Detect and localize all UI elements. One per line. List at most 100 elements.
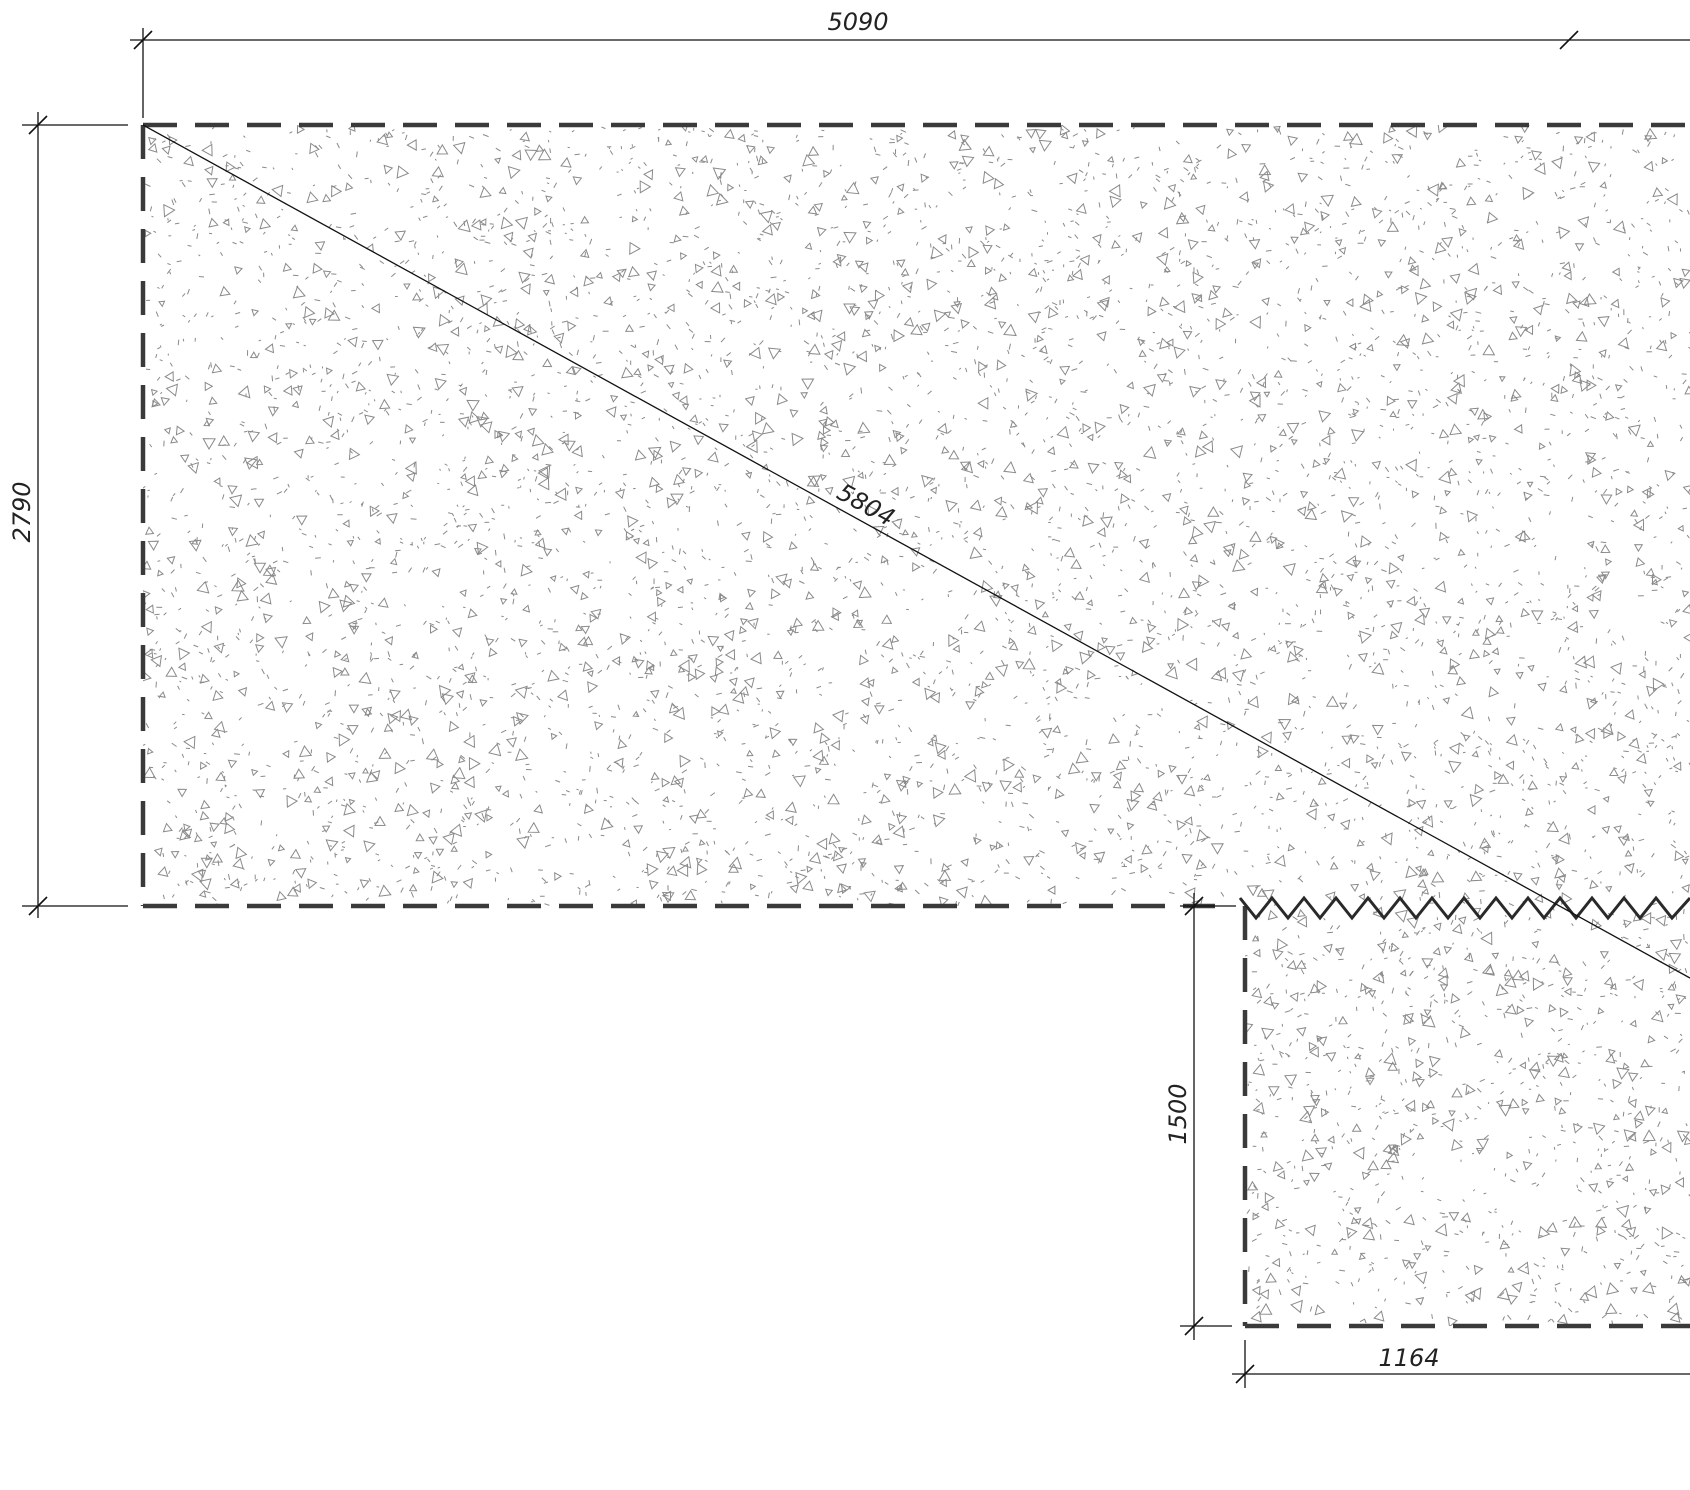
hatch-mark: [900, 446, 908, 455]
hatch-mark: [1318, 410, 1332, 423]
hatch-mark: [1520, 155, 1524, 159]
hatch-mark: [1215, 317, 1227, 331]
hatch-mark: [1073, 577, 1077, 580]
hatch-mark: [1390, 311, 1394, 313]
hatch-mark: [155, 354, 158, 359]
hatch-mark: [1315, 380, 1323, 388]
hatch-mark: [237, 206, 240, 212]
hatch-mark: [1381, 624, 1386, 628]
hatch-mark: [1558, 272, 1561, 275]
hatch-mark: [985, 225, 996, 237]
hatch-mark: [653, 314, 657, 319]
hatch-mark: [798, 655, 803, 659]
hatch-mark: [1600, 541, 1607, 544]
hatch-mark: [204, 381, 214, 392]
hatch-mark: [145, 368, 151, 371]
hatch-mark: [262, 613, 274, 624]
hatch-mark: [264, 423, 268, 430]
hatch-mark: [631, 528, 635, 531]
hatch-mark: [659, 897, 663, 902]
hatch-mark: [800, 569, 804, 575]
hatch-mark: [292, 883, 301, 893]
hatch-mark: [1581, 769, 1583, 772]
hatch-mark: [634, 449, 647, 461]
hatch-mark: [1278, 428, 1287, 437]
hatch-mark: [1104, 645, 1116, 656]
hatch-mark: [1610, 520, 1615, 523]
hatch-mark: [1194, 612, 1199, 617]
hatch-mark: [230, 843, 236, 848]
hatch-mark: [187, 461, 200, 475]
hatch-mark: [1156, 713, 1162, 717]
hatch-mark: [1089, 574, 1093, 580]
hatch-mark: [1329, 553, 1335, 558]
hatch-mark: [978, 536, 982, 541]
hatch-mark: [574, 153, 580, 156]
hatch-mark: [1147, 619, 1152, 624]
hatch-mark: [1414, 613, 1425, 626]
hatch-mark: [834, 577, 838, 582]
hatch-mark: [1414, 639, 1420, 644]
hatch-mark: [1304, 343, 1309, 347]
hatch-mark: [1477, 736, 1483, 741]
hatch-mark: [423, 620, 427, 626]
hatch-mark: [1171, 196, 1175, 203]
hatch-mark: [425, 566, 429, 570]
hatch-mark: [328, 543, 332, 546]
hatch-mark: [1638, 813, 1642, 816]
hatch-mark: [832, 256, 842, 267]
hatch-mark: [1156, 632, 1162, 636]
hatch-mark: [689, 490, 695, 494]
hatch-mark: [251, 555, 256, 558]
hatch-mark: [1379, 804, 1382, 807]
hatch-mark: [1592, 402, 1598, 406]
hatch-mark: [159, 359, 163, 362]
hatch-mark: [339, 417, 342, 422]
hatch-mark: [1531, 806, 1534, 810]
hatch-mark: [547, 392, 550, 395]
hatch-mark: [892, 429, 902, 439]
hatch-mark: [1511, 281, 1520, 289]
hatch-mark: [422, 567, 426, 573]
hatch-mark: [1096, 527, 1106, 538]
hatch-mark: [806, 865, 814, 874]
hatch-mark: [273, 878, 276, 880]
hatch-mark: [651, 520, 655, 525]
hatch-mark: [1032, 774, 1042, 784]
hatch-mark: [476, 302, 488, 316]
hatch-mark: [1358, 893, 1365, 901]
hatch-mark: [1373, 614, 1378, 618]
hatch-mark: [595, 653, 599, 659]
hatch-mark: [933, 309, 947, 323]
hatch-mark: [767, 347, 782, 360]
hatch-mark: [298, 745, 313, 758]
hatch-mark: [1353, 818, 1356, 821]
hatch-mark: [514, 216, 529, 230]
hatch-mark: [947, 864, 952, 868]
hatch-mark: [1497, 492, 1501, 497]
hatch-mark: [1034, 395, 1037, 400]
hatch-mark: [1048, 786, 1052, 790]
hatch-mark: [184, 834, 189, 839]
hatch-mark: [398, 408, 402, 411]
hatch-mark: [982, 505, 985, 509]
hatch-mark: [637, 375, 642, 379]
hatch-mark: [1165, 840, 1172, 843]
hatch-mark: [952, 637, 955, 640]
hatch-mark: [656, 596, 667, 607]
hatch-mark: [204, 854, 212, 861]
hatch-mark: [1002, 223, 1011, 231]
hatch-mark: [1293, 800, 1297, 803]
hatch-mark: [686, 578, 694, 586]
hatch-mark: [1540, 582, 1545, 586]
hatch-mark: [1200, 777, 1204, 781]
hatch-mark: [334, 690, 336, 697]
hatch-mark: [344, 316, 351, 320]
hatch-mark: [201, 143, 213, 157]
hatch-mark: [1331, 855, 1335, 860]
hatch-mark: [1563, 270, 1572, 281]
hatch-mark: [466, 399, 480, 412]
hatch-mark: [1064, 485, 1068, 491]
hatch-mark: [1339, 819, 1351, 831]
hatch-mark: [1042, 277, 1047, 283]
